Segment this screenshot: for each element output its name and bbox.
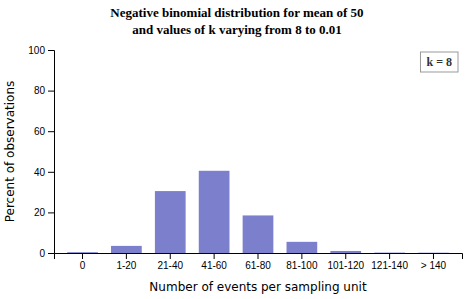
y-tick: 0 [39, 248, 54, 259]
bar [155, 191, 186, 253]
x-tick: 61-80 [245, 253, 271, 271]
y-tick-label: 60 [34, 126, 46, 137]
y-tick-label: 0 [39, 248, 45, 259]
x-tick: 21-40 [157, 253, 183, 271]
bar [111, 246, 142, 253]
x-tick-mark [433, 253, 434, 259]
y-tick-label: 100 [28, 45, 45, 56]
plot-area: 0 1-20 21-40 41-60 61-80 81-100 101-120 121-140… [28, 45, 462, 271]
y-tick-mark [48, 50, 54, 51]
y-tick: 20 [34, 207, 54, 218]
y-tick-mark [48, 131, 54, 132]
y-tick-mark [48, 253, 54, 254]
x-tick-label: 61-80 [245, 260, 271, 271]
x-tick-label: 1-20 [116, 260, 136, 271]
x-tick-label: 101-120 [327, 260, 364, 271]
x-tick-label: 81-100 [286, 260, 318, 271]
y-tick: 80 [34, 85, 54, 96]
annotation-box [420, 52, 458, 72]
y-axis-line [48, 51, 55, 254]
y-axis-title: Percent of observations [3, 81, 17, 223]
annotation-group: k = 8 [420, 52, 458, 72]
x-tick: 0 [80, 253, 86, 271]
y-tick-label: 80 [34, 85, 46, 96]
x-tick: 41-60 [201, 253, 227, 271]
y-tick-mark [48, 212, 54, 213]
y-tick-label: 20 [34, 207, 46, 218]
x-axis: 0 1-20 21-40 41-60 61-80 81-100 101-120 121-140… [55, 253, 463, 271]
annotation: k = 8 [426, 55, 452, 69]
x-tick: > 140 [421, 253, 447, 271]
x-tick-label: 121-140 [371, 260, 408, 271]
title: Negative binomial distribution for mean … [110, 5, 363, 20]
bars [67, 171, 449, 253]
y-tick-mark [48, 172, 54, 173]
x-tick-mark [82, 253, 83, 259]
y-tick: 100 [28, 45, 54, 56]
x-tick-mark [258, 253, 259, 259]
x-tick-label: 41-60 [201, 260, 227, 271]
x-tick-label: 21-40 [157, 260, 183, 271]
bar [67, 252, 98, 253]
x-tick-mark [126, 253, 127, 259]
x-tick-label: 0 [80, 260, 86, 271]
x-tick-mark [389, 253, 390, 259]
x-tick: 121-140 [371, 253, 408, 271]
x-tick: 1-20 [116, 253, 136, 271]
subtitle: and values of k varying from 8 to 0.01 [132, 22, 342, 37]
x-axis-title: Number of events per sampling unit [149, 280, 367, 294]
bar [243, 215, 274, 253]
x-tick-label: > 140 [421, 260, 447, 271]
y-tick-label: 40 [34, 167, 46, 178]
y-axis: 0 20 40 60 80 100 [28, 45, 54, 259]
x-tick: 81-100 [286, 253, 318, 271]
chart-container: Negative binomial distribution for mean … [0, 0, 474, 299]
bar [330, 251, 361, 253]
x-axis-line [55, 254, 463, 260]
x-tick-mark [170, 253, 171, 259]
bar [374, 252, 405, 253]
y-tick-mark [48, 91, 54, 92]
x-tick: 101-120 [327, 253, 364, 271]
x-tick-mark [301, 253, 302, 259]
chart-svg: Negative binomial distribution for mean … [0, 0, 474, 299]
y-tick: 60 [34, 126, 54, 137]
x-tick-mark [345, 253, 346, 259]
y-tick: 40 [34, 167, 54, 178]
bar [199, 171, 230, 253]
bar [418, 252, 449, 253]
bar [287, 242, 318, 253]
x-tick-mark [214, 253, 215, 259]
